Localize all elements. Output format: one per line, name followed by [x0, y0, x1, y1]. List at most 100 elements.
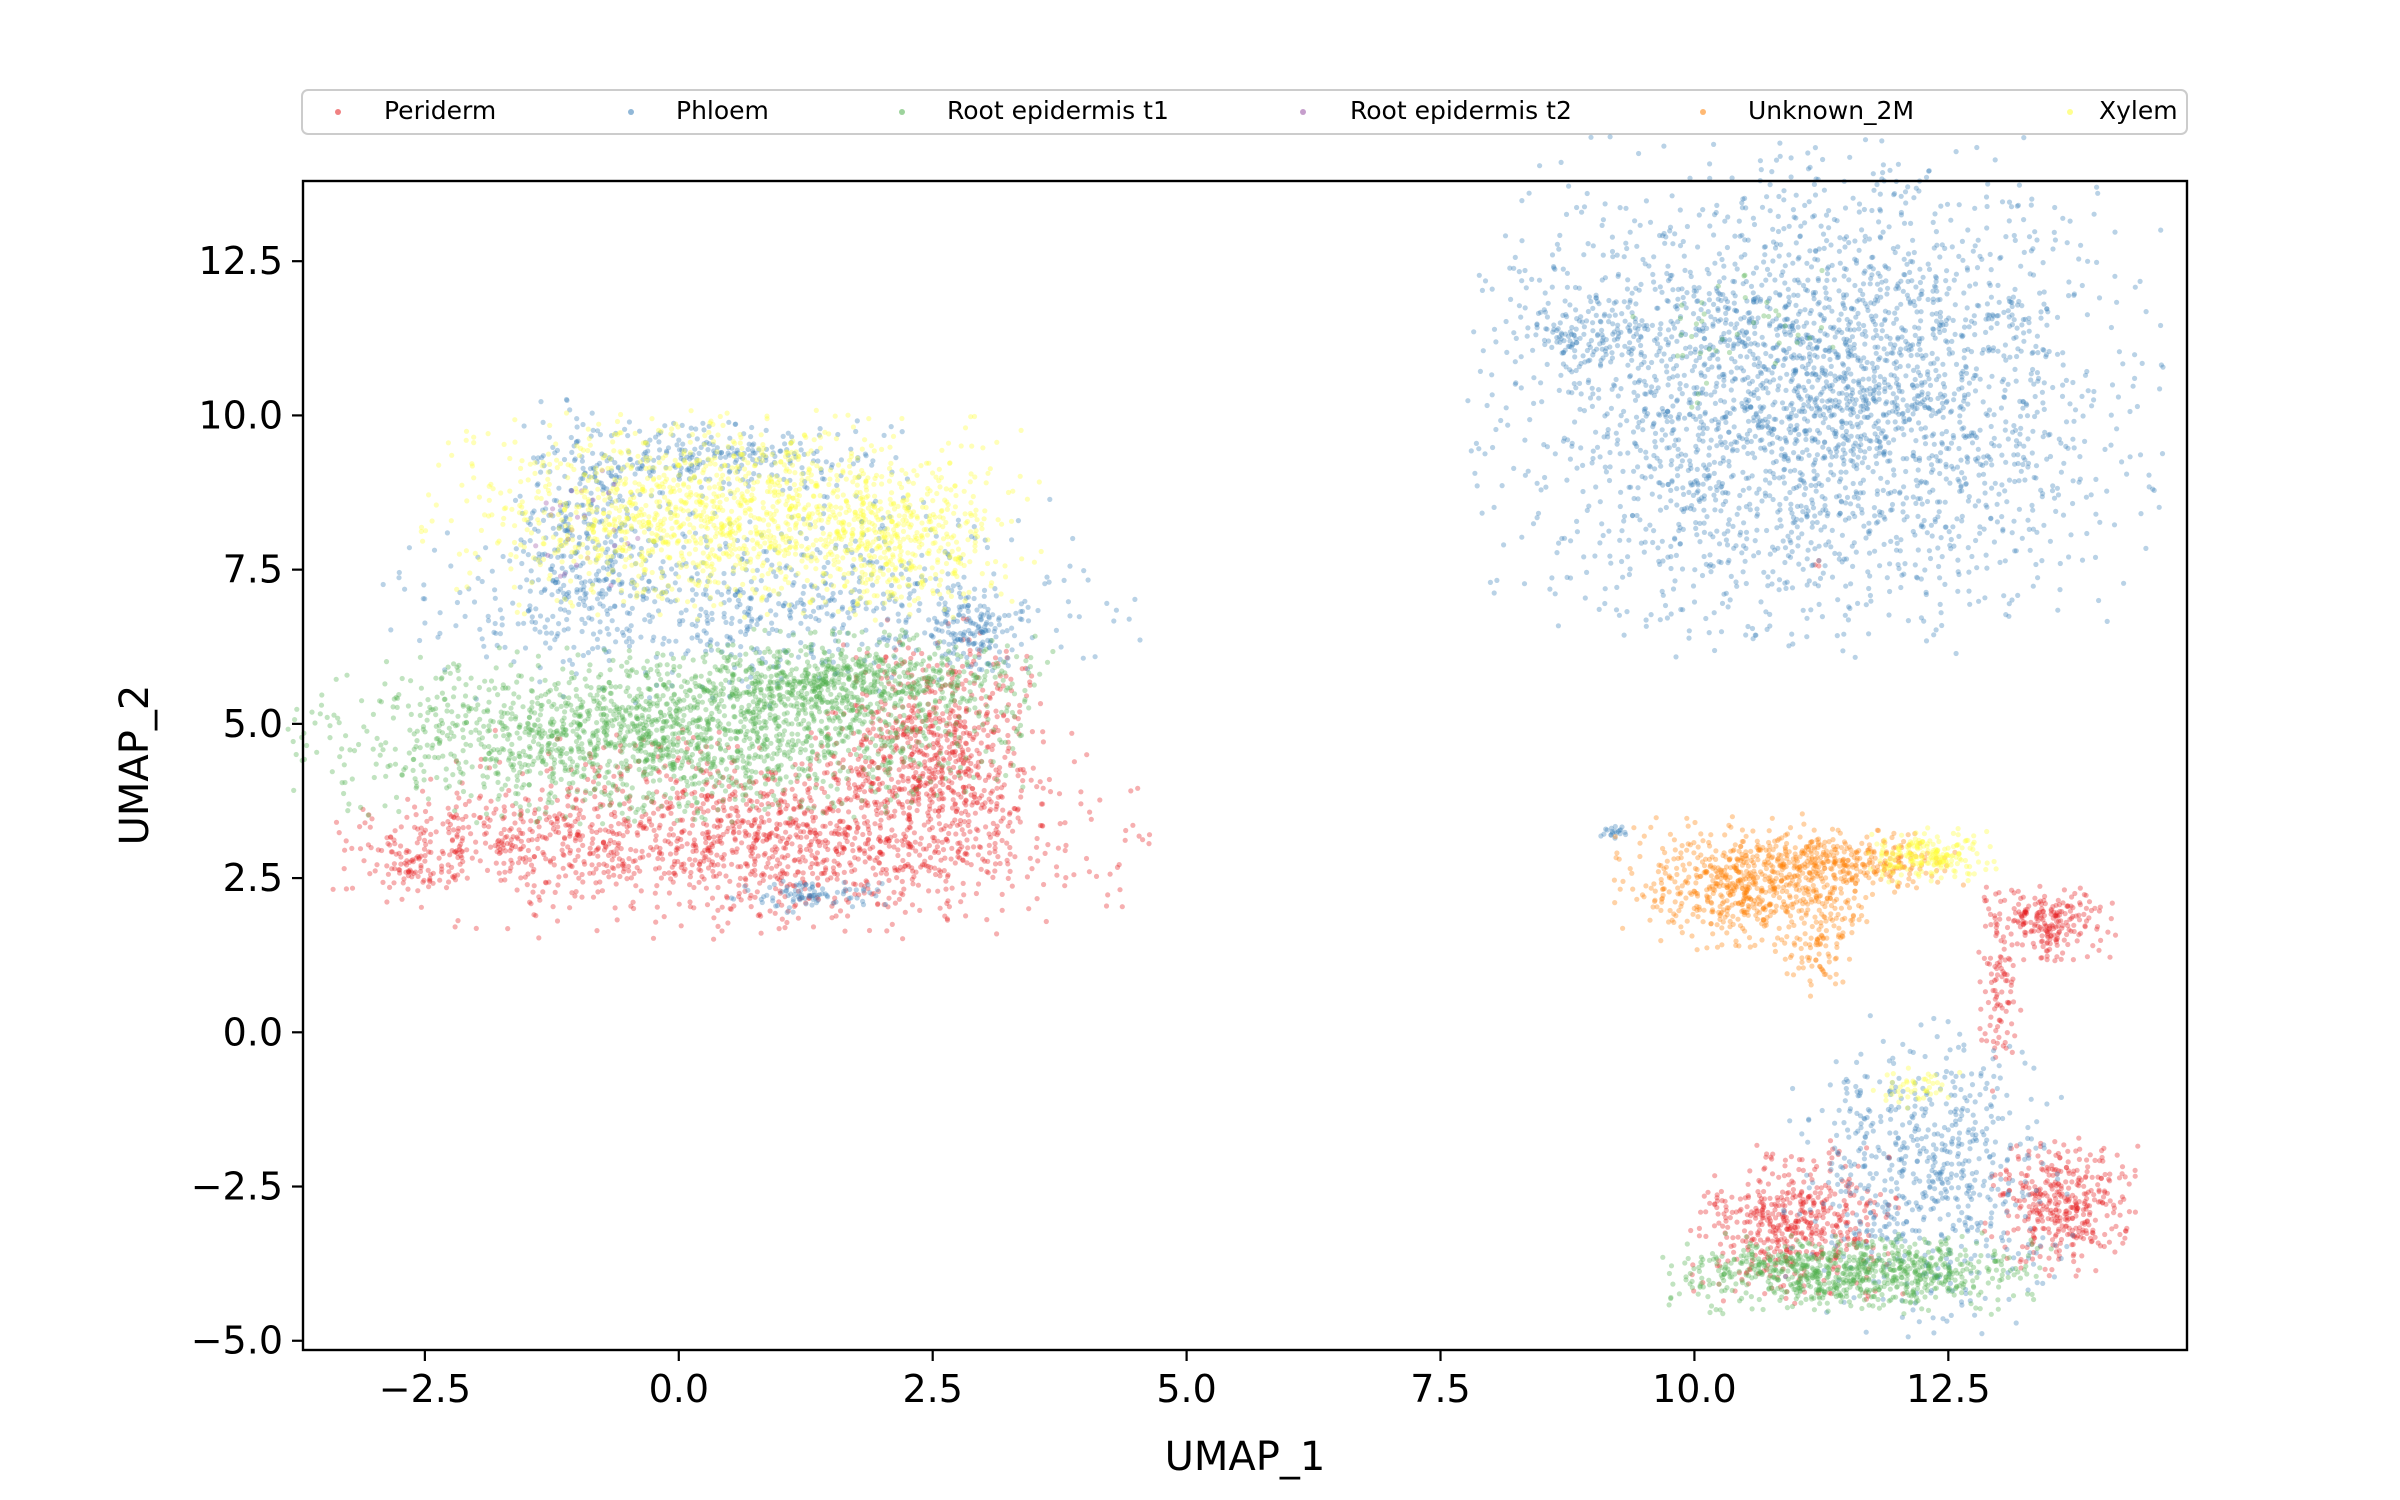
- data-point: [1734, 1219, 1740, 1225]
- data-point: [787, 834, 793, 840]
- data-point: [1877, 374, 1883, 380]
- data-point: [1995, 1001, 2001, 1007]
- data-point: [2044, 957, 2050, 963]
- data-point: [2054, 919, 2060, 925]
- data-point: [912, 839, 918, 845]
- data-point: [1668, 487, 1674, 493]
- data-point: [1806, 1225, 1812, 1231]
- data-point: [834, 845, 840, 851]
- data-point: [917, 782, 923, 788]
- data-point: [554, 918, 561, 924]
- data-point: [2157, 386, 2163, 392]
- data-point: [985, 732, 991, 739]
- data-point: [1608, 405, 1614, 411]
- data-point: [800, 870, 806, 876]
- data-point: [2083, 905, 2089, 911]
- data-point: [2023, 930, 2029, 936]
- data-point: [573, 805, 580, 811]
- data-point: [1744, 536, 1750, 542]
- data-point: [2010, 962, 2016, 969]
- data-point: [493, 806, 499, 812]
- data-point: [427, 876, 433, 882]
- data-point: [1935, 545, 1941, 551]
- data-point: [668, 876, 674, 882]
- data-point: [1843, 1202, 1849, 1209]
- data-point: [1751, 221, 1758, 228]
- data-point: [2076, 1156, 2082, 1162]
- data-point: [550, 826, 557, 832]
- data-point: [1480, 348, 1486, 354]
- data-point: [595, 846, 601, 852]
- data-point: [1916, 420, 1922, 426]
- data-point: [2063, 1198, 2069, 1205]
- data-point: [729, 791, 736, 797]
- data-point: [958, 810, 965, 816]
- data-point: [1982, 989, 1988, 995]
- data-point: [687, 830, 693, 836]
- data-point: [2018, 1180, 2024, 1186]
- data-point: [715, 923, 721, 930]
- data-point: [752, 858, 758, 864]
- data-point: [779, 835, 786, 841]
- data-point: [573, 797, 579, 803]
- data-point: [1655, 545, 1661, 551]
- data-point: [389, 866, 395, 872]
- data-point: [1887, 167, 1893, 173]
- data-point: [1001, 782, 1007, 788]
- data-point: [665, 839, 671, 845]
- data-point: [1028, 777, 1034, 783]
- data-point: [791, 805, 797, 812]
- data-point: [975, 827, 981, 834]
- data-point: [906, 851, 912, 858]
- data-point: [1993, 994, 2000, 1000]
- data-point: [709, 895, 716, 901]
- data-point: [807, 848, 814, 854]
- data-point: [1939, 554, 1945, 560]
- data-point: [2120, 361, 2126, 367]
- data-point: [955, 840, 961, 847]
- data-point: [753, 838, 759, 844]
- data-point: [711, 873, 717, 879]
- data-point: [1806, 578, 1812, 584]
- data-point: [840, 818, 846, 825]
- data-point: [777, 877, 783, 883]
- data-point: [937, 873, 943, 879]
- data-point: [2025, 464, 2031, 470]
- data-point: [2065, 941, 2071, 948]
- legend-label: Xylem: [2099, 96, 2178, 125]
- data-point: [1593, 429, 1599, 435]
- data-point: [997, 860, 1003, 867]
- data-point: [1872, 368, 1878, 374]
- data-point: [510, 834, 516, 840]
- data-point: [878, 870, 884, 876]
- data-point: [445, 805, 451, 811]
- data-point: [823, 865, 829, 871]
- data-point: [880, 851, 886, 857]
- data-point: [835, 851, 842, 858]
- data-point: [1040, 729, 1046, 735]
- data-point: [967, 829, 973, 835]
- data-point: [937, 805, 943, 811]
- data-point: [2048, 1183, 2054, 1189]
- data-point: [676, 901, 682, 907]
- data-point: [1043, 918, 1049, 925]
- data-point: [2076, 912, 2082, 918]
- data-point: [911, 830, 918, 836]
- data-point: [1765, 390, 1771, 396]
- data-point: [949, 749, 955, 756]
- data-point: [1901, 432, 1907, 438]
- data-point: [944, 916, 950, 922]
- data-point: [775, 833, 781, 840]
- data-point: [1679, 391, 1685, 397]
- data-point: [1829, 1155, 1835, 1161]
- data-point: [2111, 522, 2118, 528]
- data-point: [1852, 352, 1858, 359]
- data-point: [455, 815, 461, 821]
- data-point: [1800, 384, 1807, 390]
- data-point: [729, 847, 735, 853]
- data-point: [1587, 395, 1594, 401]
- data-point: [605, 869, 611, 875]
- data-point: [618, 773, 624, 779]
- data-point: [988, 807, 994, 813]
- data-point: [925, 819, 931, 825]
